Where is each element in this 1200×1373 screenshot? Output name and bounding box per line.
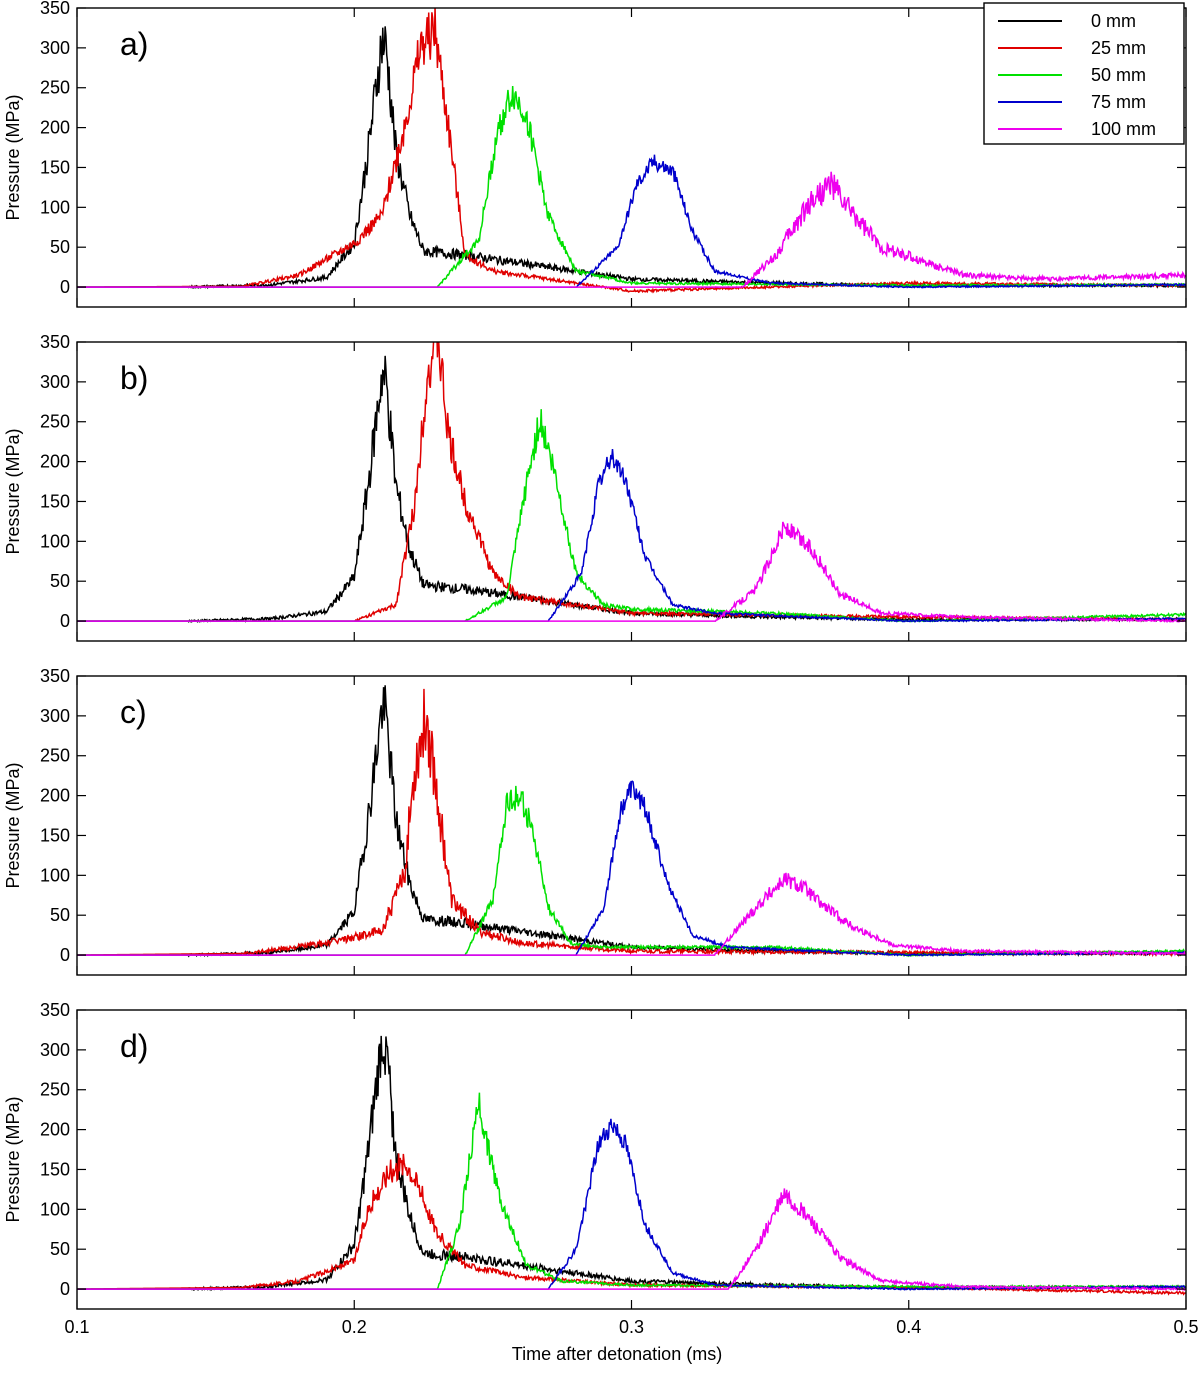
panel-0: 0 50 100 150 200 250 300 350 Pressure (MPa) a) <box>3 0 1187 308</box>
series-line-100-mm <box>77 521 1186 624</box>
series-group <box>77 1035 1186 1296</box>
x-tick-label: 0.4 <box>896 1317 921 1337</box>
panel-label: a) <box>120 26 148 62</box>
y-tick-label: 200 <box>40 786 70 806</box>
y-tick-label: 0 <box>60 611 70 631</box>
series-line-100-mm <box>77 171 1186 288</box>
y-tick-label: 300 <box>40 706 70 726</box>
series-group <box>77 342 1186 624</box>
legend-label: 0 mm <box>1091 11 1136 31</box>
y-tick-label: 200 <box>40 118 70 138</box>
y-tick-label: 50 <box>50 571 70 591</box>
series-line-100-mm <box>77 1188 1186 1292</box>
legend-label: 100 mm <box>1091 119 1156 139</box>
y-tick-label: 350 <box>40 666 70 686</box>
y-tick-label: 0 <box>60 945 70 965</box>
y-tick-label: 50 <box>50 237 70 257</box>
panel-2: 0 50 100 150 200 250 300 350 Pressure (MPa) c) <box>3 666 1187 976</box>
y-tick-label: 150 <box>40 825 70 845</box>
y-tick-label: 250 <box>40 746 70 766</box>
y-tick-label: 300 <box>40 1040 70 1060</box>
legend-box <box>983 2 1185 145</box>
panel-3: 0 50 100 150 200 250 300 350 0.1 0.2 0.3 0.4 0.5 Pres… <box>3 1000 1199 1337</box>
y-tick-label: 100 <box>40 865 70 885</box>
y-tick-label: 0 <box>60 1279 70 1299</box>
series-group <box>77 685 1186 958</box>
y-tick-label: 100 <box>40 531 70 551</box>
panel-label: d) <box>120 1028 148 1064</box>
y-tick-label: 50 <box>50 905 70 925</box>
y-tick-label: 200 <box>40 452 70 472</box>
series-group <box>77 8 1186 294</box>
y-tick-label: 300 <box>40 38 70 58</box>
y-tick-label: 250 <box>40 78 70 98</box>
y-tick-label: 200 <box>40 1120 70 1140</box>
y-tick-label: 0 <box>60 277 70 297</box>
legend-label: 50 mm <box>1091 65 1146 85</box>
x-axis-label: Time after detonation (ms) <box>512 1344 722 1364</box>
y-tick-label: 150 <box>40 1159 70 1179</box>
legend-label: 25 mm <box>1091 38 1146 58</box>
y-axis-label: Pressure (MPa) <box>3 94 23 220</box>
panel-label: c) <box>120 694 147 730</box>
panel-1: 0 50 100 150 200 250 300 350 Pressure (MPa) b) <box>3 332 1187 642</box>
panel-label: b) <box>120 360 148 396</box>
y-tick-label: 350 <box>40 1000 70 1020</box>
y-axis-label: Pressure (MPa) <box>3 762 23 888</box>
y-tick-label: 350 <box>40 0 70 18</box>
y-tick-label: 250 <box>40 1080 70 1100</box>
y-tick-label: 150 <box>40 491 70 511</box>
y-axis-label: Pressure (MPa) <box>3 428 23 554</box>
y-tick-label: 350 <box>40 332 70 352</box>
series-line-100-mm <box>77 872 1186 957</box>
legend-label: 75 mm <box>1091 92 1146 112</box>
y-axis-label: Pressure (MPa) <box>3 1096 23 1222</box>
series-line-25-mm <box>77 688 1186 958</box>
y-tick-label: 50 <box>50 1239 70 1259</box>
y-tick-label: 250 <box>40 412 70 432</box>
y-tick-label: 300 <box>40 372 70 392</box>
series-line-25-mm <box>77 8 1186 294</box>
y-tick-label: 150 <box>40 157 70 177</box>
y-tick-label: 100 <box>40 1199 70 1219</box>
y-tick-label: 100 <box>40 197 70 217</box>
x-tick-label: 0.3 <box>619 1317 644 1337</box>
legend: 0 mm 25 mm 50 mm 75 mm 100 mm <box>983 2 1185 145</box>
x-tick-label: 0.2 <box>342 1317 367 1337</box>
x-tick-label: 0.1 <box>64 1317 89 1337</box>
x-tick-label: 0.5 <box>1173 1317 1198 1337</box>
